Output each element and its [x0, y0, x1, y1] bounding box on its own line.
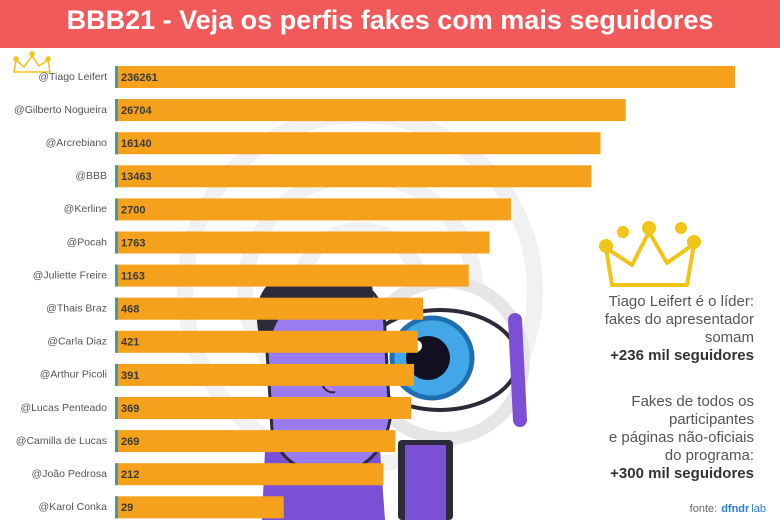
category-label: @Juliette Freire: [33, 269, 107, 281]
value-label: 13463: [121, 171, 152, 183]
category-label: @Carla Diaz: [47, 336, 107, 348]
value-label: 391: [121, 370, 139, 382]
source-prefix: fonte:: [690, 503, 718, 515]
bar-edge: [115, 99, 118, 122]
bar: [115, 198, 511, 221]
value-label: 468: [121, 304, 139, 316]
bar: [115, 165, 592, 188]
bar: [115, 496, 284, 519]
annotation-highlight: +300 mil seguidores: [610, 465, 754, 482]
bar: [115, 463, 384, 486]
annotation-line: participantes: [669, 411, 754, 428]
bar-edge: [115, 430, 118, 453]
small-crown: [13, 51, 51, 73]
bar-edge: [115, 231, 118, 254]
value-label: 236261: [121, 72, 158, 84]
bar-edge: [115, 397, 118, 419]
annotation-line: Tiago Leifert é o líder:: [609, 293, 754, 310]
annotation-line: do programa:: [665, 447, 754, 464]
bar-edge: [115, 132, 118, 155]
value-label: 421: [121, 337, 139, 349]
bar-edge: [115, 330, 118, 353]
category-label: @Arcrebiano: [46, 137, 108, 149]
value-label: 29: [121, 502, 133, 514]
chart-title: BBB21 - Veja os perfis fakes com mais se…: [67, 5, 714, 35]
value-label: 269: [121, 436, 139, 448]
category-label: @Kerline: [64, 203, 108, 215]
bar: [115, 297, 424, 320]
bar-edge: [115, 463, 118, 486]
value-label: 26704: [121, 105, 152, 117]
value-label: 212: [121, 469, 139, 481]
category-label: @BBB: [75, 170, 107, 182]
category-label: @Lucas Penteado: [20, 402, 107, 414]
annotation-line: Fakes de todos os: [631, 393, 754, 410]
category-label: @Arthur Picoli: [40, 369, 107, 381]
bar: [115, 66, 735, 88]
source-suffix: lab: [751, 503, 766, 515]
annotation-highlight: +236 mil seguidores: [610, 347, 754, 364]
bar-edge: [115, 496, 118, 519]
annotation-line: e páginas não-oficiais: [609, 429, 754, 446]
header-band: [0, 0, 780, 48]
bar-edge: [115, 198, 118, 221]
category-label: @Gilberto Nogueira: [14, 104, 107, 116]
source-name: dfndr: [721, 503, 750, 515]
bar-edge: [115, 297, 118, 320]
annotation-line: somam: [705, 329, 754, 346]
bar: [115, 363, 415, 386]
source: fonte: dfndr lab: [690, 503, 766, 515]
value-label: 1163: [121, 271, 145, 283]
bar: [115, 330, 418, 353]
bar: [115, 264, 469, 287]
value-label: 2700: [121, 204, 145, 216]
value-label: 16140: [121, 138, 152, 150]
big-crown: [599, 221, 701, 287]
category-label: @Pocah: [67, 236, 108, 248]
bar: [115, 132, 601, 155]
annotation-line: fakes do apresentador: [605, 311, 754, 328]
category-label: @Karol Conka: [39, 501, 108, 513]
bar: [115, 231, 490, 254]
bar-edge: [115, 363, 118, 386]
bar: [115, 430, 396, 453]
bar-edge: [115, 66, 118, 88]
bar: [115, 99, 626, 122]
value-label: 369: [121, 403, 139, 415]
bar: [115, 397, 412, 419]
category-label: @Camilla de Lucas: [16, 435, 107, 447]
value-label: 1763: [121, 237, 145, 249]
bar-edge: [115, 165, 118, 188]
bar-edge: [115, 264, 118, 287]
category-label: @Thais Braz: [46, 302, 107, 314]
category-label: @Tiago Leifert: [38, 71, 107, 83]
category-label: @João Pedrosa: [32, 468, 108, 480]
